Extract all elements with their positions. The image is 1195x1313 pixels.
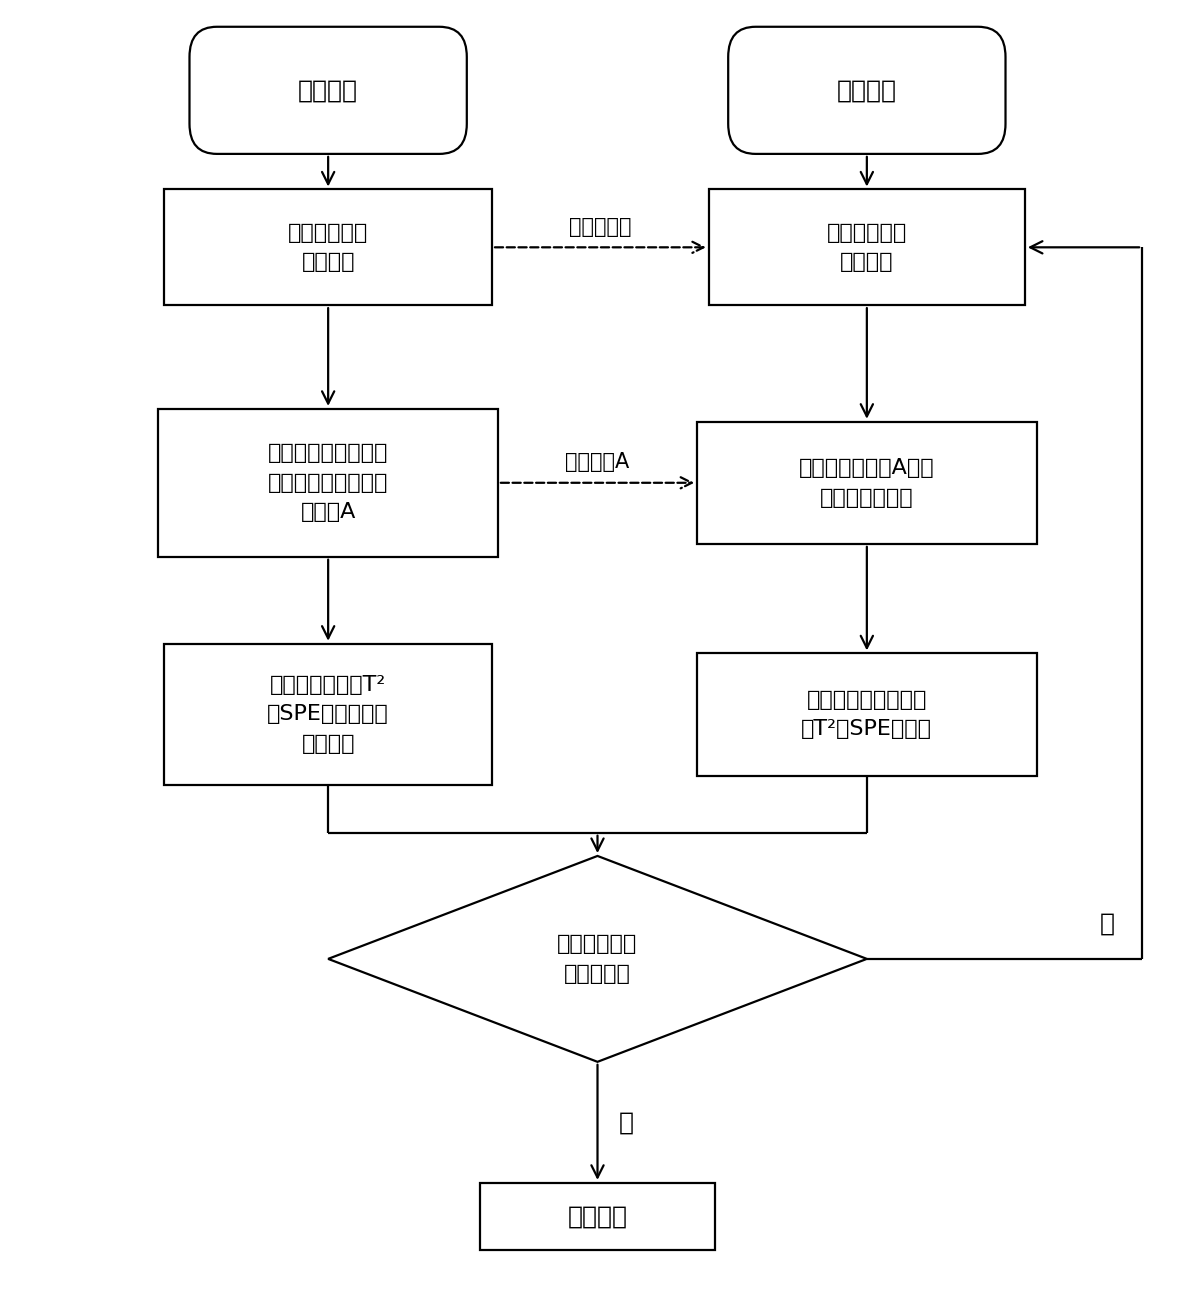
Text: 否: 否 — [1099, 911, 1115, 936]
Text: 测试数据展开
并标准化: 测试数据展开 并标准化 — [827, 222, 907, 272]
Text: 批次数据展开
并标准化: 批次数据展开 并标准化 — [288, 222, 368, 272]
Bar — [158, 408, 498, 557]
Bar — [164, 189, 492, 305]
Text: 计算降维后测试数据
的T²和SPE统计量: 计算降维后测试数据 的T²和SPE统计量 — [802, 689, 932, 739]
Text: 是: 是 — [619, 1111, 633, 1134]
Text: 映射矩阵A: 映射矩阵A — [565, 453, 630, 473]
Bar — [697, 421, 1036, 544]
Text: 均值、方差: 均值、方差 — [569, 217, 632, 238]
Text: 计算训练样本的T²
和SPE统计量并确
定控制限: 计算训练样本的T² 和SPE统计量并确 定控制限 — [268, 675, 390, 754]
Bar — [480, 1183, 715, 1250]
Bar — [697, 654, 1036, 776]
Text: 用扩散距离和邻域保
持嵌入模型求特征映
射矩阵A: 用扩散距离和邻域保 持嵌入模型求特征映 射矩阵A — [268, 444, 388, 523]
Bar — [164, 643, 492, 785]
Text: 离线建模: 离线建模 — [298, 79, 358, 102]
FancyBboxPatch shape — [728, 26, 1005, 154]
Text: 在线监控: 在线监控 — [836, 79, 897, 102]
Text: 利用离线求得的A对测
试数据线性降维: 利用离线求得的A对测 试数据线性降维 — [799, 458, 934, 508]
Text: 故障报警: 故障报警 — [568, 1204, 627, 1228]
FancyBboxPatch shape — [190, 26, 467, 154]
Polygon shape — [329, 856, 866, 1062]
Text: 统计量是否超
过控制限？: 统计量是否超 过控制限？ — [557, 934, 638, 983]
Bar — [709, 189, 1025, 305]
